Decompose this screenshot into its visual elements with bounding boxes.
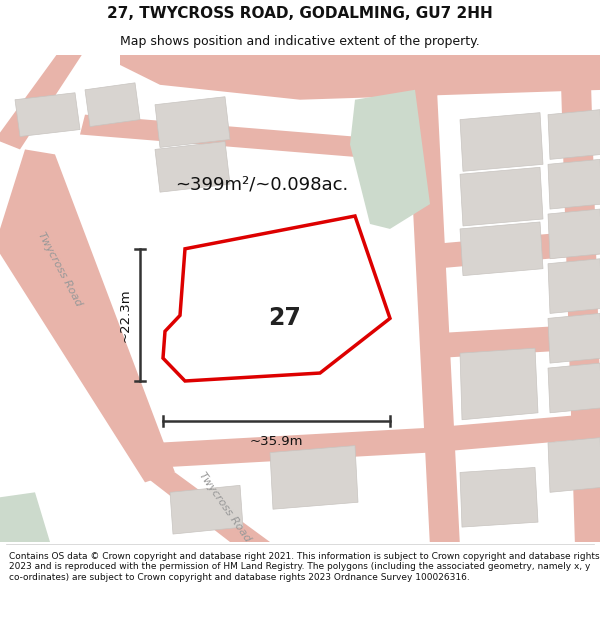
Text: Map shows position and indicative extent of the property.: Map shows position and indicative extent… bbox=[120, 35, 480, 48]
Polygon shape bbox=[155, 141, 230, 192]
Polygon shape bbox=[548, 109, 600, 159]
Polygon shape bbox=[85, 83, 140, 126]
Polygon shape bbox=[548, 313, 600, 363]
Polygon shape bbox=[560, 50, 600, 547]
Polygon shape bbox=[140, 472, 270, 542]
Text: Contains OS data © Crown copyright and database right 2021. This information is : Contains OS data © Crown copyright and d… bbox=[9, 552, 599, 582]
Polygon shape bbox=[548, 209, 600, 259]
Polygon shape bbox=[548, 438, 600, 493]
Polygon shape bbox=[270, 446, 358, 509]
Text: Twycross Road: Twycross Road bbox=[36, 230, 84, 308]
Polygon shape bbox=[163, 216, 390, 381]
Polygon shape bbox=[460, 348, 538, 420]
Polygon shape bbox=[460, 168, 543, 226]
Polygon shape bbox=[0, 492, 50, 542]
Polygon shape bbox=[0, 149, 175, 482]
Polygon shape bbox=[460, 222, 543, 276]
Polygon shape bbox=[160, 428, 430, 468]
Polygon shape bbox=[80, 114, 390, 159]
Polygon shape bbox=[548, 363, 600, 413]
Text: ~35.9m: ~35.9m bbox=[250, 434, 303, 447]
Polygon shape bbox=[430, 412, 600, 452]
Polygon shape bbox=[435, 229, 600, 269]
Text: ~399m²/~0.098ac.: ~399m²/~0.098ac. bbox=[175, 175, 348, 193]
Polygon shape bbox=[155, 97, 230, 148]
Polygon shape bbox=[435, 323, 600, 358]
Polygon shape bbox=[0, 50, 85, 149]
Polygon shape bbox=[460, 468, 538, 527]
Polygon shape bbox=[390, 50, 460, 139]
Polygon shape bbox=[15, 92, 80, 136]
Text: Twycross Road: Twycross Road bbox=[197, 471, 253, 544]
Polygon shape bbox=[120, 50, 600, 100]
Polygon shape bbox=[350, 90, 430, 229]
Polygon shape bbox=[548, 259, 600, 313]
Polygon shape bbox=[170, 486, 243, 534]
Text: 27, TWYCROSS ROAD, GODALMING, GU7 2HH: 27, TWYCROSS ROAD, GODALMING, GU7 2HH bbox=[107, 6, 493, 21]
Polygon shape bbox=[460, 112, 543, 171]
Polygon shape bbox=[405, 50, 460, 547]
Polygon shape bbox=[548, 159, 600, 209]
Text: 27: 27 bbox=[269, 306, 301, 331]
Text: ~22.3m: ~22.3m bbox=[119, 288, 132, 342]
